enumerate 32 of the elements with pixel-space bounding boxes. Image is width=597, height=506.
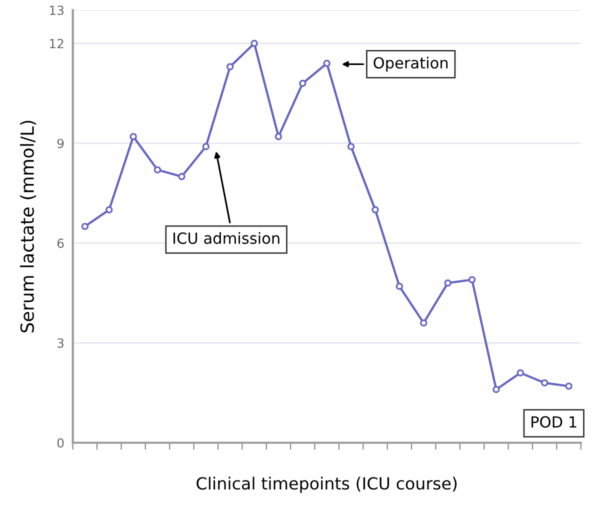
point	[444, 279, 452, 287]
annotation: POD 1	[532, 416, 576, 428]
y-tick-label: 13	[50, 6, 64, 16]
point	[154, 166, 162, 174]
point	[130, 132, 137, 140]
point	[299, 80, 306, 87]
y-axis-title: Serum lactate (mmol/L)	[20, 120, 36, 332]
point	[492, 386, 500, 394]
point	[106, 206, 113, 214]
point	[420, 319, 428, 327]
point	[540, 379, 548, 386]
y-tick-label: 12	[50, 38, 64, 48]
point	[347, 142, 355, 150]
y-tick-label: 6	[57, 238, 64, 248]
point	[565, 382, 572, 390]
point	[202, 142, 210, 150]
point	[516, 369, 524, 376]
x-axis-title: Clinical timepoints (ICU course)	[196, 476, 457, 493]
point	[81, 222, 89, 230]
point	[323, 60, 330, 67]
point	[396, 282, 404, 290]
point	[250, 40, 258, 48]
point	[178, 172, 186, 180]
annotation: Operation	[374, 56, 448, 72]
y-tick-label: 3	[58, 338, 64, 348]
point	[226, 63, 234, 70]
point	[372, 206, 379, 214]
y-tick-label: 9	[57, 138, 64, 148]
point	[468, 276, 476, 284]
annotation: ICU admission	[174, 232, 280, 244]
point	[274, 132, 282, 140]
y-tick-label: 0	[57, 438, 64, 448]
